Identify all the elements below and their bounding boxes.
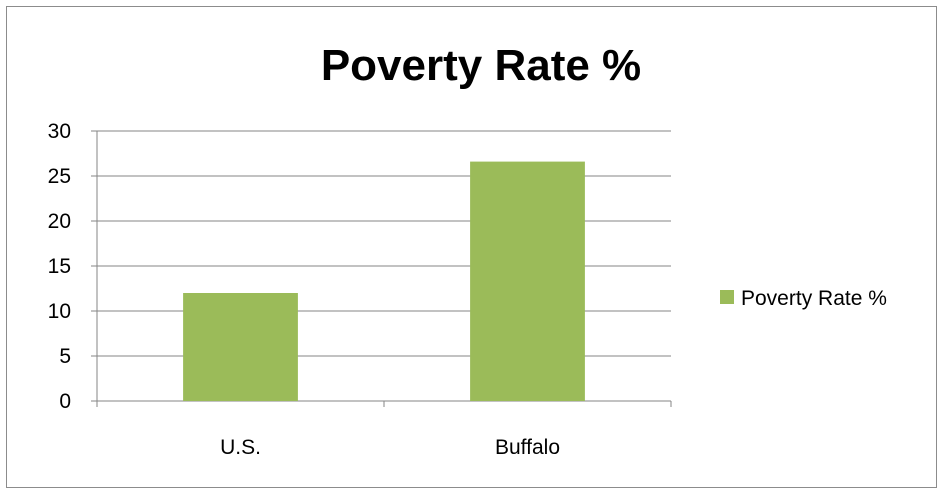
y-tick-label: 10 [48,300,71,323]
x-tick-label: U.S. [220,436,261,459]
x-tick-label: Buffalo [495,436,560,459]
bar [470,161,585,401]
y-tick-label: 15 [48,255,71,278]
y-tick-label: 25 [48,165,71,188]
legend-label: Poverty Rate % [741,287,887,310]
y-tick-label: 5 [59,345,71,368]
bar [183,293,298,401]
bars [183,161,585,401]
y-tick-label: 20 [48,210,71,233]
y-tick-label: 0 [59,390,71,413]
legend: Poverty Rate % [720,287,887,310]
tick-labels: 0 5 10 15 20 25 30 U.S. Buffalo [48,120,560,459]
y-tick-label: 30 [48,120,71,143]
legend-swatch [720,290,734,304]
chart-title: Poverty Rate % [321,41,641,90]
